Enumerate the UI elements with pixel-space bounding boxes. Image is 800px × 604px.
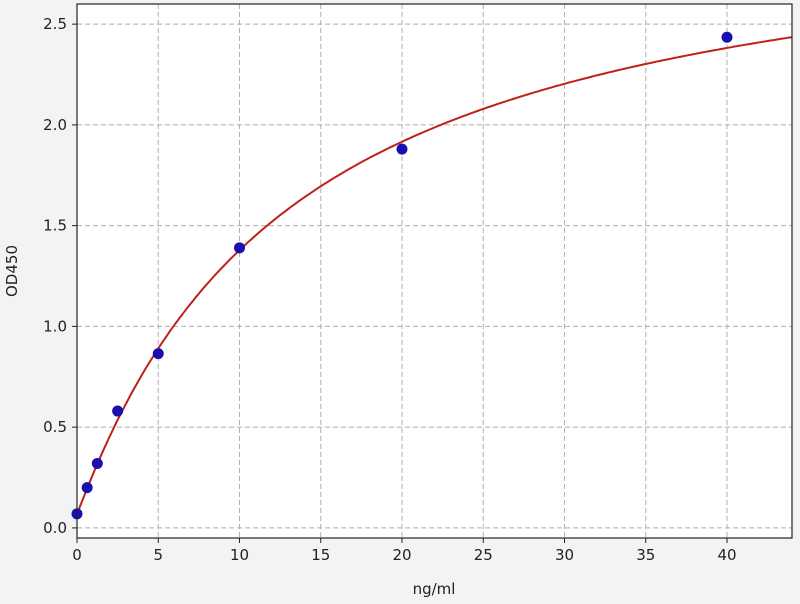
x-axis-label: ng/ml [413,580,456,598]
y-tick-label: 0.5 [43,418,67,436]
x-tick-label: 15 [311,546,330,564]
x-tick-label: 40 [717,546,736,564]
fit-curve [76,36,793,515]
data-points [71,31,733,520]
x-tick-label: 0 [72,546,82,564]
x-tick-label: 35 [636,546,655,564]
x-tick-label: 20 [392,546,411,564]
x-tick-label: 10 [230,546,249,564]
data-point [721,31,733,43]
data-point [91,457,103,469]
plot-frame [76,3,793,539]
x-tick-label: 5 [153,546,163,564]
x-ticks: 0 5 10 15 20 25 30 35 40 [72,538,737,564]
x-tick-label: 25 [474,546,493,564]
y-tick-label: 1.5 [43,217,67,235]
y-tick-label: 1.0 [43,317,67,335]
grid [76,4,792,538]
y-tick-label: 2.0 [43,116,67,134]
fit-curve-group [76,36,793,515]
data-point [112,405,124,417]
y-ticks: 0.0 0.5 1.0 1.5 2.0 2.5 [43,15,77,537]
y-tick-label: 2.5 [43,15,67,33]
x-tick-label: 30 [555,546,574,564]
data-point [81,482,93,494]
data-point [396,143,408,155]
y-axis-label: OD450 [3,245,21,297]
data-point [234,242,245,254]
plot-area [77,4,792,538]
data-point [152,348,164,360]
y-tick-label: 0.0 [43,519,67,537]
